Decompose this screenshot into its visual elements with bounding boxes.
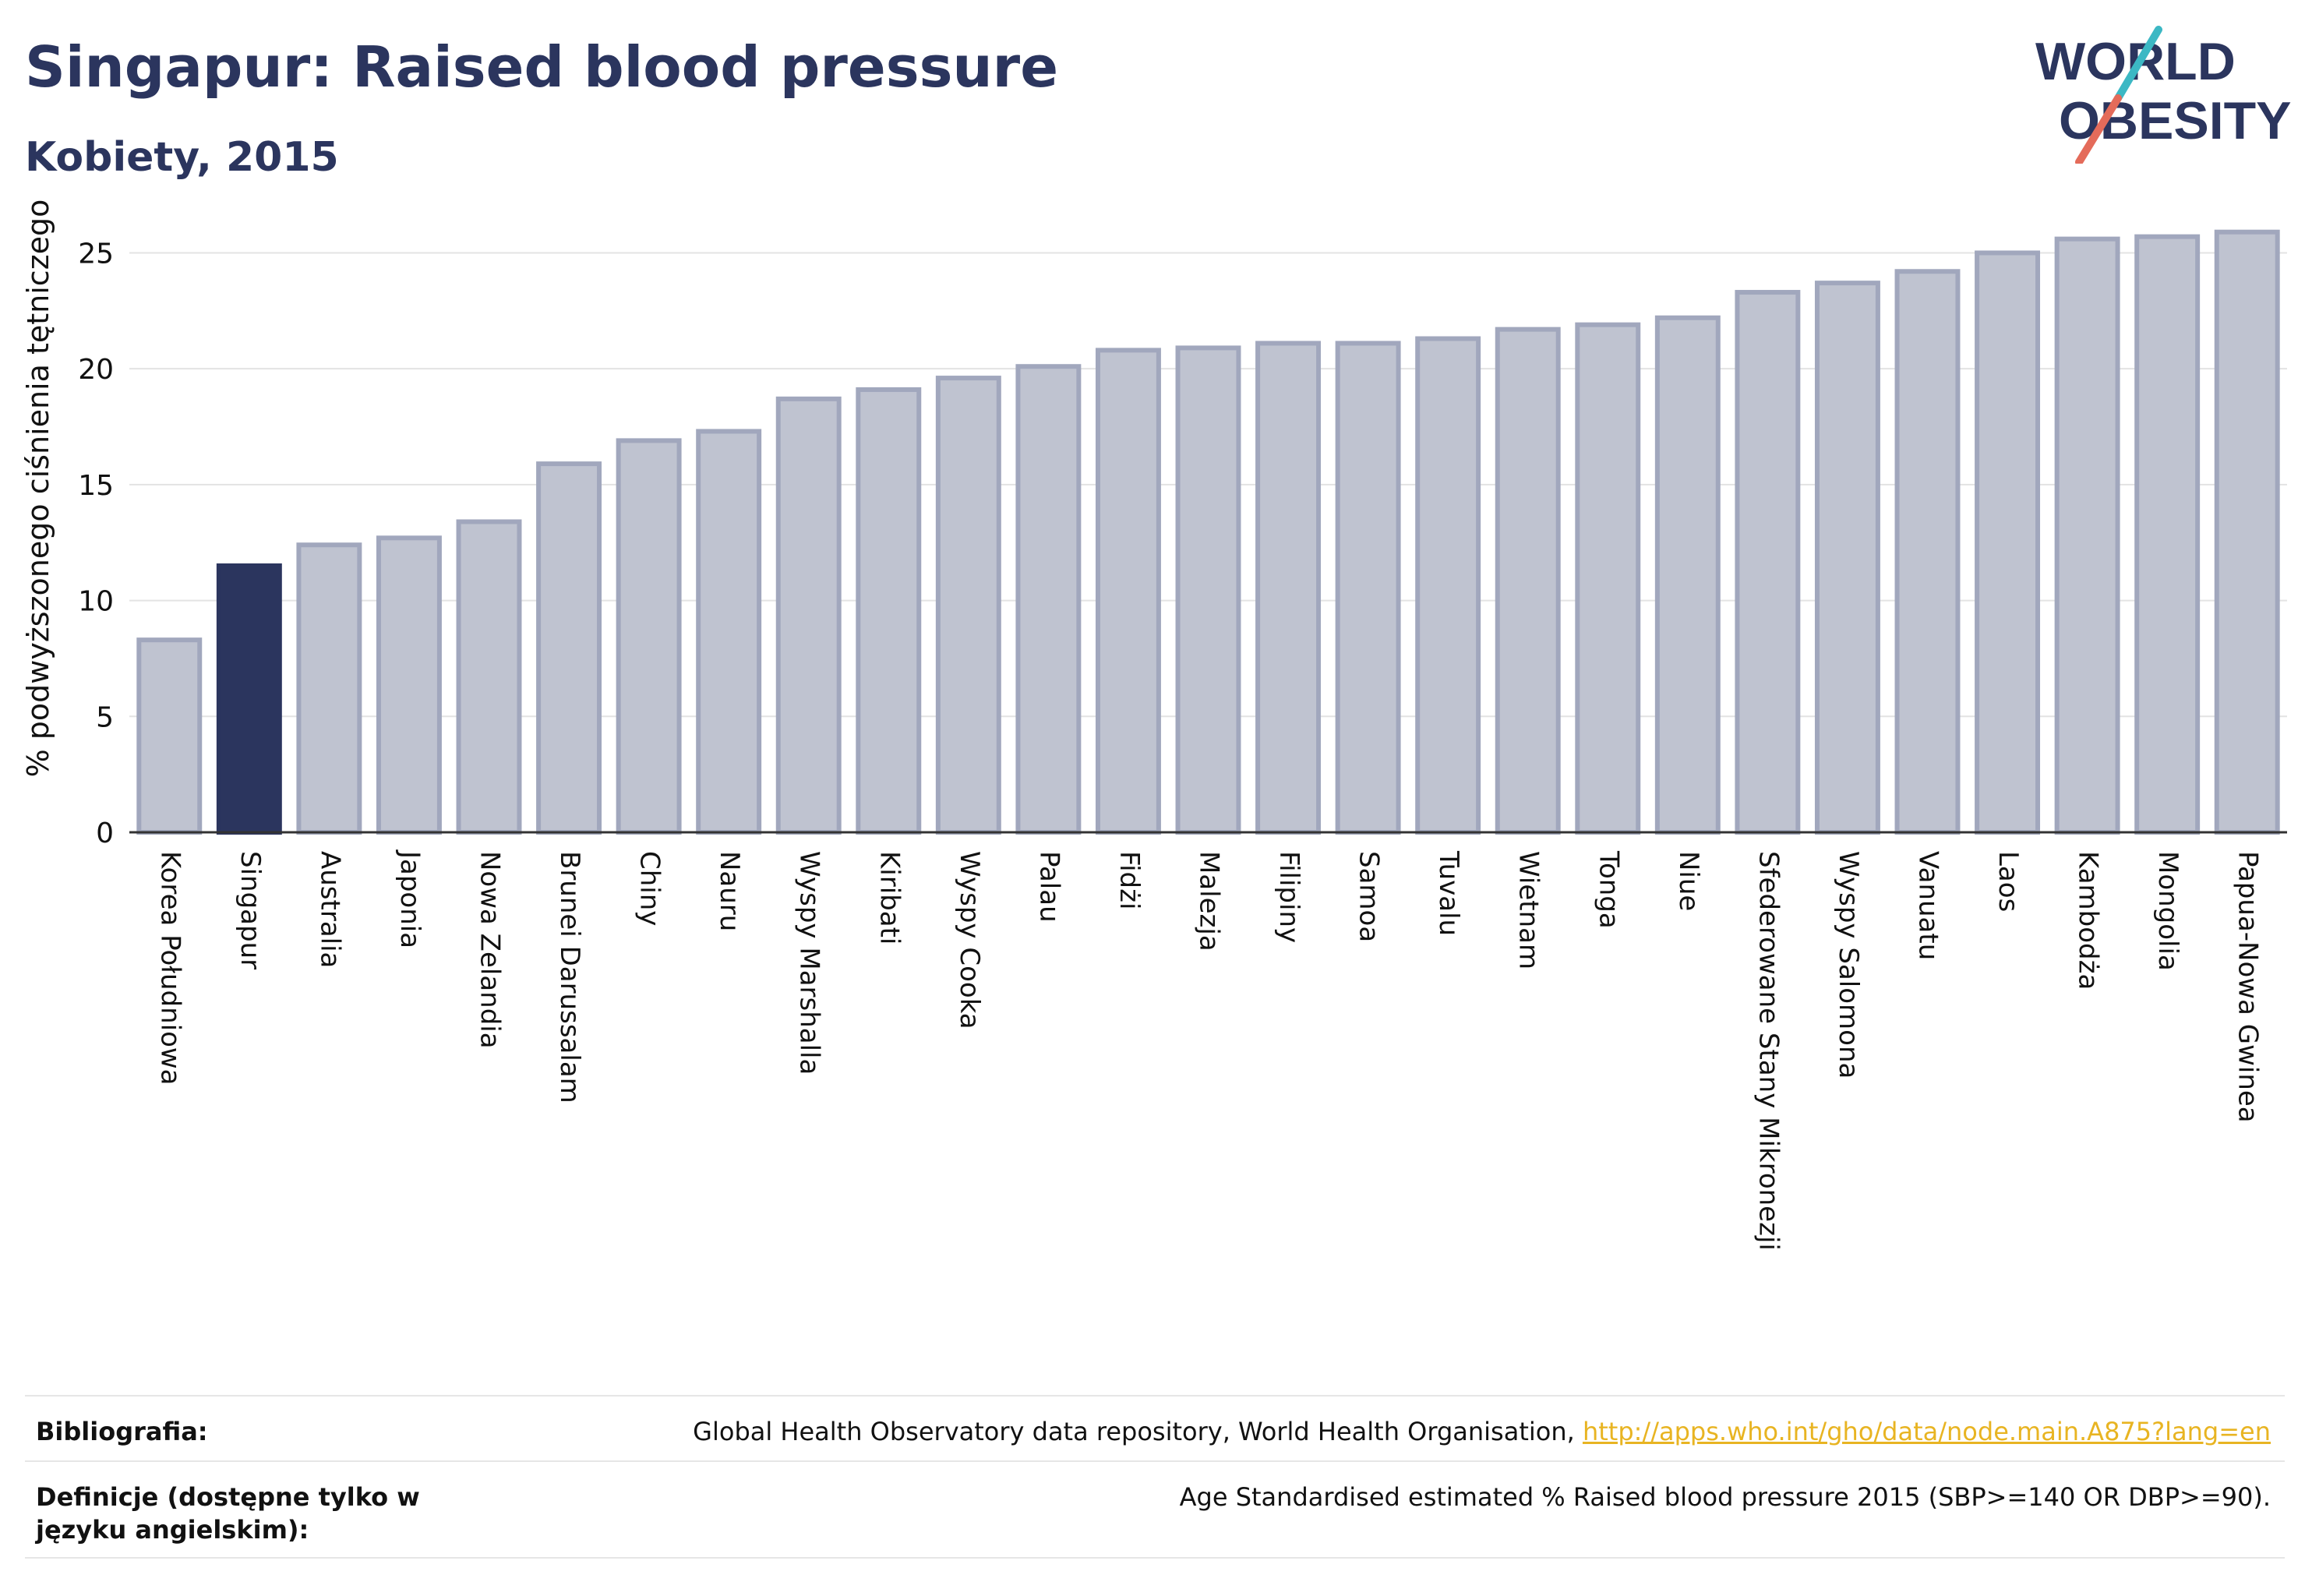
y-tick-label: 10 (78, 586, 114, 618)
axes: 0 5 10 15 20 25 Korea Południowa Singapur Austra… (21, 200, 2287, 1251)
bar (1975, 250, 2041, 835)
bar (775, 396, 842, 835)
x-tick-label: Nowa Zelandia (475, 851, 506, 1049)
bar (935, 376, 1001, 835)
bibliography-link[interactable]: http://apps.who.int/gho/data/node.main.A… (1582, 1417, 2271, 1446)
y-tick-label: 0 (96, 817, 114, 849)
x-tick-label: Wyspy Marshalla (794, 851, 825, 1075)
x-tick-label: Singapur (235, 851, 266, 969)
bar (376, 535, 442, 835)
bar (1654, 315, 1721, 835)
bar (616, 438, 682, 835)
bar (1495, 327, 1561, 835)
bar (1894, 269, 1961, 835)
x-tick-label: Wietnam (1513, 851, 1544, 969)
x-tick-label: Vanuatu (1913, 851, 1944, 960)
x-tick-label: Tuvalu (1433, 850, 1464, 936)
x-tick-label: Korea Południowa (154, 851, 185, 1086)
bar (696, 429, 762, 835)
bar (1255, 341, 1322, 835)
bar (1415, 336, 1481, 835)
bar (456, 519, 522, 835)
x-tick-label: Brunei Darussalam (554, 851, 585, 1103)
logo-slash-teal (2114, 26, 2162, 102)
bar (2214, 229, 2280, 835)
x-tick-label: Nauru (714, 851, 745, 931)
footer-divider-middle (25, 1460, 2285, 1462)
bar (216, 563, 282, 835)
y-tick-label: 15 (78, 470, 114, 502)
y-tick-label: 5 (96, 701, 114, 733)
x-tick-label: Wyspy Cooka (954, 851, 985, 1029)
y-axis-label: % podwyższonego ciśnienia tętniczego (21, 200, 55, 778)
y-tick-label: 25 (78, 238, 114, 270)
x-tick-label: Filipiny (1273, 851, 1304, 943)
x-tick-label: Palau (1033, 851, 1064, 923)
logo-slash-coral (2075, 94, 2122, 164)
x-tick-label: Tonga (1593, 850, 1624, 929)
bar (1095, 348, 1161, 835)
bars (136, 229, 2280, 835)
x-tick-label: Niue (1673, 851, 1704, 911)
chart-title: Singapur: Raised blood pressure (25, 34, 1059, 100)
bibliography-label: Bibliografia: (36, 1417, 208, 1446)
definitions-label: Definicje (dostępne tylko w języku angie… (36, 1482, 420, 1545)
x-tick-label: Japonia (394, 849, 425, 948)
chart-subtitle: Kobiety, 2015 (25, 134, 339, 181)
bar (1175, 345, 1241, 835)
x-tick-label: Laos (1993, 851, 2024, 912)
bar (136, 637, 203, 835)
x-tick-label: Kambodża (2073, 851, 2104, 990)
x-tick-label: Kiribati (874, 851, 905, 945)
x-tick-label: Samoa (1354, 851, 1385, 942)
bar (1575, 322, 1641, 835)
logo-line-2: OBESITY (2059, 91, 2291, 150)
x-tick-label: Malezja (1194, 851, 1225, 952)
x-tick-label: Chiny (634, 851, 665, 926)
definitions-value: Age Standardised estimated % Raised bloo… (1179, 1482, 2271, 1512)
bar-chart: 0 5 10 15 20 25 Korea Południowa Singapur Austra… (21, 200, 2287, 1251)
bar (1814, 281, 1880, 835)
bar (536, 461, 602, 835)
x-tick-label: Sfederowane Stany Mikronezji (1753, 851, 1784, 1251)
footer-divider-bottom (25, 1557, 2285, 1559)
bar (1335, 341, 1401, 835)
bar (2054, 236, 2120, 835)
y-tick-label: 20 (78, 354, 114, 386)
bar (856, 387, 922, 835)
bibliography-text: Global Health Observatory data repositor… (693, 1417, 1583, 1446)
world-obesity-logo: WORLD OBESITY (2035, 26, 2291, 164)
x-tick-label: Papua-Nowa Gwinea (2233, 851, 2264, 1123)
bibliography-value: Global Health Observatory data repositor… (693, 1415, 2271, 1448)
bar (1015, 364, 1082, 835)
footer-divider-top (25, 1395, 2285, 1396)
bar (296, 542, 362, 835)
x-tick-label: Australia (314, 851, 345, 968)
x-tick-label: Mongolia (2152, 851, 2183, 971)
bar (1735, 290, 1801, 835)
bar (2134, 234, 2201, 835)
x-tick-label: Wyspy Salomona (1833, 851, 1864, 1079)
x-tick-label: Fidżi (1114, 851, 1145, 909)
